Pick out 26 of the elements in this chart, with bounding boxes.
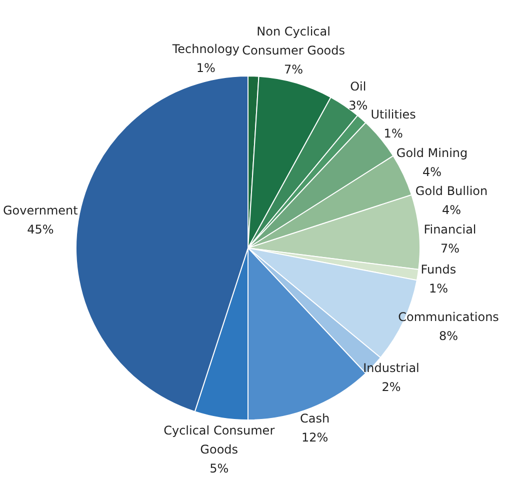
slice-label: Oil — [350, 79, 366, 94]
data-label: 5% — [210, 462, 229, 476]
data-label: 1% — [196, 61, 216, 76]
slice-label: Gold Bullion — [415, 184, 488, 198]
data-label: 45% — [27, 222, 54, 237]
slice-label: Gold Mining — [396, 146, 468, 160]
data-label: 8% — [439, 328, 458, 343]
data-label: 1% — [428, 282, 448, 296]
slice-label: Industrial — [363, 360, 420, 375]
data-label: 4% — [422, 164, 442, 179]
data-label: 2% — [382, 380, 401, 394]
slice-label: Utilities — [370, 107, 416, 122]
slice-label: Financial — [424, 222, 476, 236]
data-label: 3% — [348, 98, 368, 112]
slice-label: Cash — [300, 412, 330, 426]
data-label: 12% — [301, 430, 328, 445]
slice-label: Government — [2, 204, 78, 218]
data-label: 7% — [284, 62, 304, 76]
data-label: 1% — [384, 126, 403, 140]
data-label: 4% — [442, 203, 462, 218]
slice-label: Technology — [171, 42, 240, 56]
slice-label: Funds — [420, 262, 456, 277]
data-label: 7% — [440, 241, 460, 256]
slice-label: Cyclical Consumer Goods — [164, 424, 275, 457]
slice-label: Non Cyclical Consumer Goods — [242, 24, 345, 58]
slice-label: Communications — [398, 310, 499, 324]
